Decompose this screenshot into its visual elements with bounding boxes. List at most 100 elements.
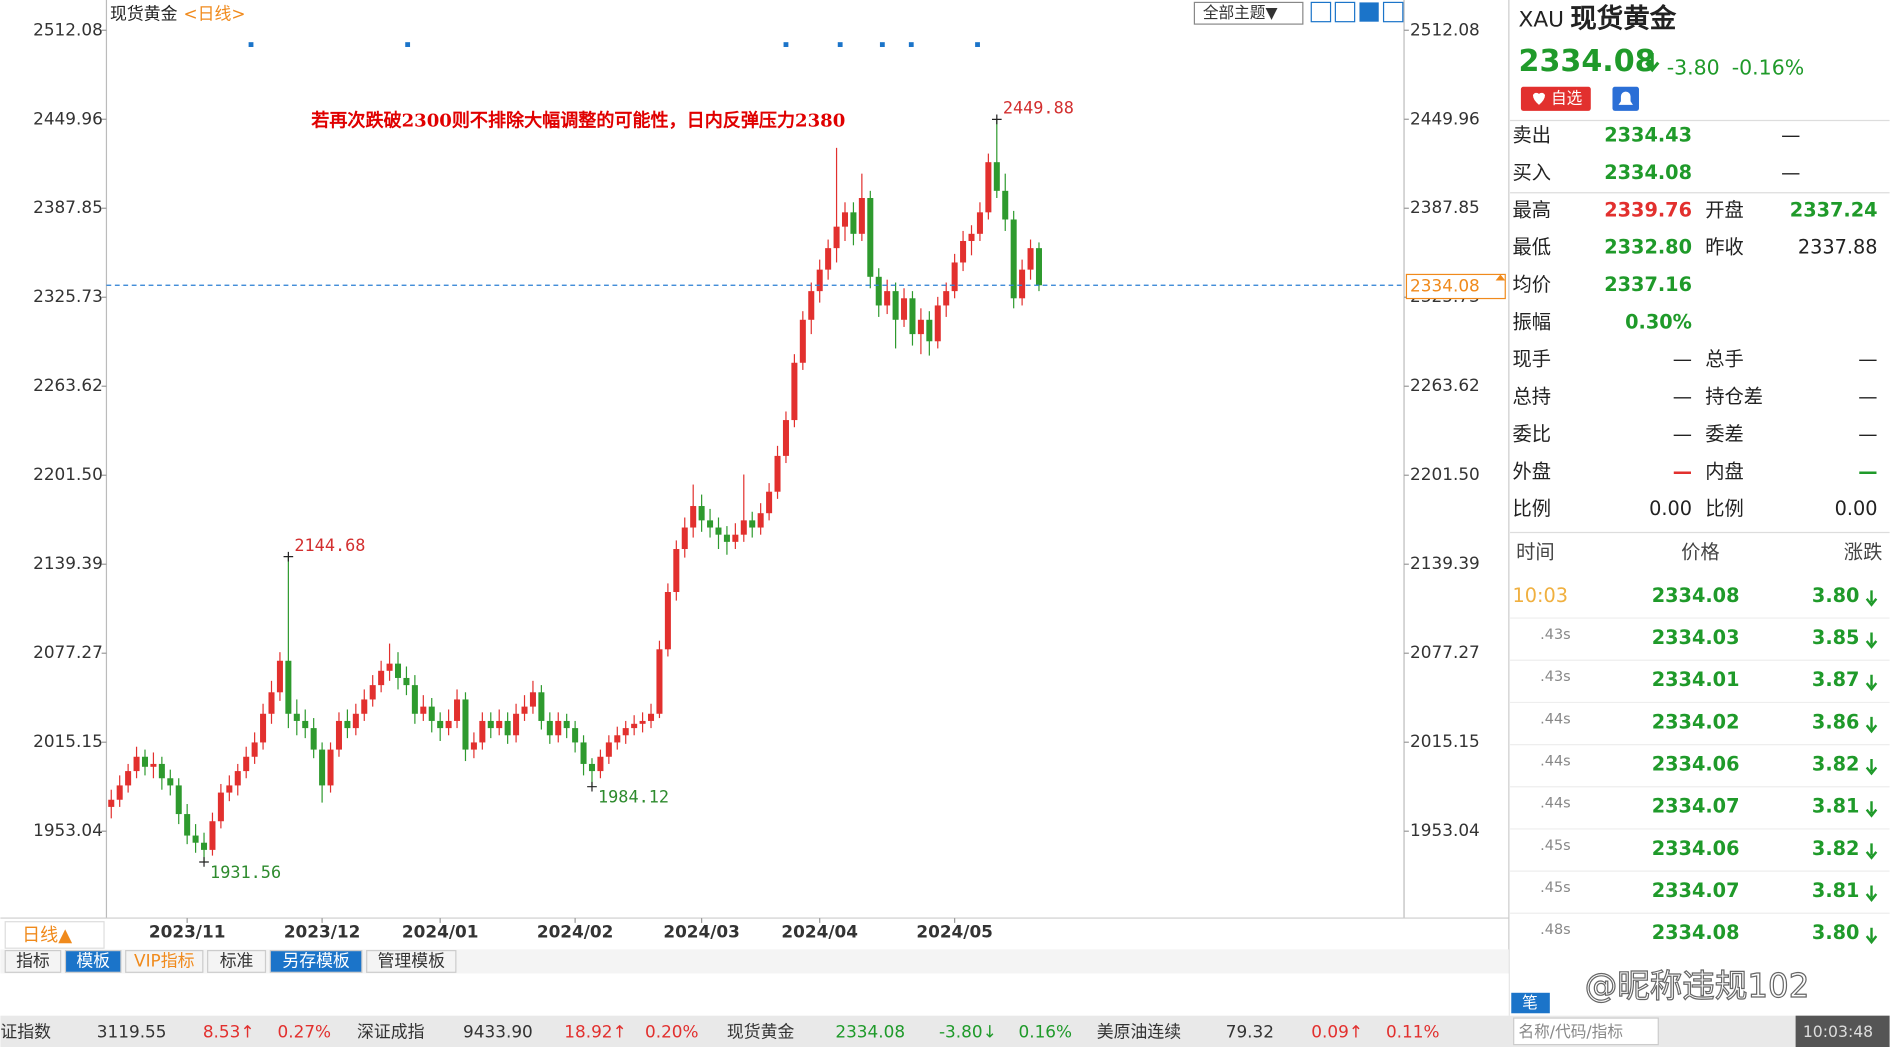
candle-body bbox=[394, 663, 402, 678]
chart: 现货黄金 <日线> 若再次跌破2300则不排除大幅调整的可能性，日内反弹压力23… bbox=[0, 0, 1510, 1016]
candle-body bbox=[833, 226, 840, 249]
candle-body bbox=[631, 723, 638, 729]
candle-body bbox=[639, 720, 646, 724]
candle-body bbox=[462, 699, 469, 750]
tab[interactable] bbox=[125, 950, 204, 973]
candle-body bbox=[226, 785, 233, 793]
tabs: 指标 模板 VIP指标 标准 另存模板 管理模板 bbox=[4, 950, 457, 973]
candle-body bbox=[513, 713, 520, 736]
candle-body bbox=[943, 291, 950, 306]
candle-body bbox=[285, 660, 292, 714]
quote-label: 委差 bbox=[1705, 422, 1744, 445]
tick-price: 2334.06 bbox=[1652, 753, 1740, 776]
ticker-field: 证指数 bbox=[0, 1022, 51, 1042]
toolbar: 全部主题▼ bbox=[1193, 1, 1404, 25]
candle-body bbox=[411, 685, 418, 714]
tick-arrow bbox=[1865, 843, 1878, 860]
mode-label: 笔 bbox=[1522, 993, 1538, 1012]
y-tick-label: 2387.85 bbox=[1410, 197, 1480, 217]
tick-change: 3.87 bbox=[1812, 668, 1860, 691]
candle-body bbox=[782, 420, 789, 456]
tab[interactable] bbox=[207, 950, 267, 973]
chart-name: 现货黄金 bbox=[110, 3, 178, 23]
candle-body bbox=[184, 814, 191, 836]
heart-icon bbox=[1532, 92, 1546, 105]
tick-time: 10:03 bbox=[1512, 584, 1568, 607]
tab-label: 另存模板 bbox=[282, 950, 350, 970]
candle-body bbox=[386, 663, 393, 671]
tick-change: 3.80 bbox=[1812, 921, 1860, 944]
ticker-field: 18.92↑ bbox=[564, 1022, 626, 1042]
y-tick-label: 2449.96 bbox=[1410, 108, 1480, 128]
candle-body bbox=[715, 527, 722, 535]
tab[interactable] bbox=[366, 950, 457, 973]
candle-body bbox=[1035, 248, 1042, 286]
tab-label: 指标 bbox=[16, 950, 50, 970]
quote-label: — bbox=[1781, 124, 1800, 147]
tick-time: .43s bbox=[1540, 627, 1570, 643]
theme-select[interactable] bbox=[1193, 1, 1304, 25]
tool-button[interactable] bbox=[1359, 2, 1379, 22]
x-tick-label: 2024/04 bbox=[781, 922, 858, 942]
low-label: 1984.12 bbox=[598, 787, 669, 807]
mode-button[interactable] bbox=[1511, 992, 1550, 1014]
search-box[interactable] bbox=[1513, 1017, 1659, 1046]
y-tick-label: 2387.85 bbox=[33, 197, 103, 217]
candle-body bbox=[926, 319, 933, 342]
tick-arrow bbox=[1865, 716, 1878, 734]
candle-body bbox=[960, 240, 967, 263]
y-tick-label: 2139.39 bbox=[33, 553, 103, 573]
candle-body bbox=[875, 276, 882, 306]
quote-label: 最低 bbox=[1512, 236, 1551, 259]
favorite-label: 自选 bbox=[1551, 88, 1583, 107]
y-tick-label: 2139.39 bbox=[1410, 553, 1480, 573]
favorite-button[interactable] bbox=[1520, 86, 1591, 111]
quote-panel: XAU 现货黄金 2334.08 -3.80 -0.16% 自选 卖出 2334.… bbox=[1510, 3, 1890, 944]
quote-value: — bbox=[1673, 460, 1692, 483]
tool-button[interactable] bbox=[1334, 1, 1356, 23]
tool-button[interactable] bbox=[1382, 1, 1404, 23]
candle-body bbox=[664, 591, 671, 650]
candle-body bbox=[749, 520, 756, 528]
candle-body bbox=[327, 749, 334, 786]
candle-body bbox=[825, 248, 832, 270]
candle-body bbox=[361, 699, 368, 714]
tick-change: 3.85 bbox=[1812, 626, 1860, 649]
quote-label: 开盘 bbox=[1705, 198, 1744, 221]
tab[interactable] bbox=[64, 950, 122, 973]
candle-body bbox=[850, 212, 857, 234]
candle-body bbox=[563, 720, 570, 729]
tick-arrow bbox=[1865, 927, 1878, 945]
tick-header: 价格 bbox=[1681, 541, 1720, 564]
extreme-marker bbox=[283, 551, 294, 562]
theme-label: 全部主题▼ bbox=[1203, 3, 1278, 22]
x-tick-label: 2024/02 bbox=[537, 922, 614, 942]
candle-body bbox=[116, 785, 123, 800]
watermark: @昵称违规102 bbox=[1585, 967, 1810, 1005]
tab[interactable] bbox=[269, 950, 363, 973]
tick-time: .45s bbox=[1540, 880, 1570, 896]
candle-body bbox=[403, 677, 410, 686]
last-price-label: 2334.08 bbox=[1410, 275, 1480, 295]
quote-value: 2334.08 bbox=[1604, 161, 1692, 184]
high-label: 2449.88 bbox=[1003, 98, 1074, 118]
y-tick-label: 2201.50 bbox=[33, 464, 103, 484]
y-tick-label: 1953.04 bbox=[33, 820, 103, 840]
candle-body bbox=[909, 298, 916, 335]
candle-body bbox=[454, 699, 461, 721]
period-tab[interactable] bbox=[4, 921, 105, 949]
quote-label: 比例 bbox=[1705, 497, 1744, 520]
quote-value: — bbox=[1858, 460, 1877, 483]
tab[interactable] bbox=[4, 950, 62, 973]
ticker-field: 0.20% bbox=[645, 1022, 699, 1042]
candle-body bbox=[420, 706, 427, 714]
candle-body bbox=[774, 455, 781, 492]
tick-arrow bbox=[1865, 885, 1878, 902]
quote-label: 均价 bbox=[1512, 273, 1551, 296]
candle-body bbox=[766, 491, 773, 514]
y-tick-label: 2201.50 bbox=[1410, 464, 1480, 484]
tool-button[interactable] bbox=[1310, 1, 1332, 23]
candle-body bbox=[892, 291, 899, 320]
candle-body bbox=[723, 534, 730, 542]
ticker-field: 79.32 bbox=[1226, 1022, 1274, 1042]
